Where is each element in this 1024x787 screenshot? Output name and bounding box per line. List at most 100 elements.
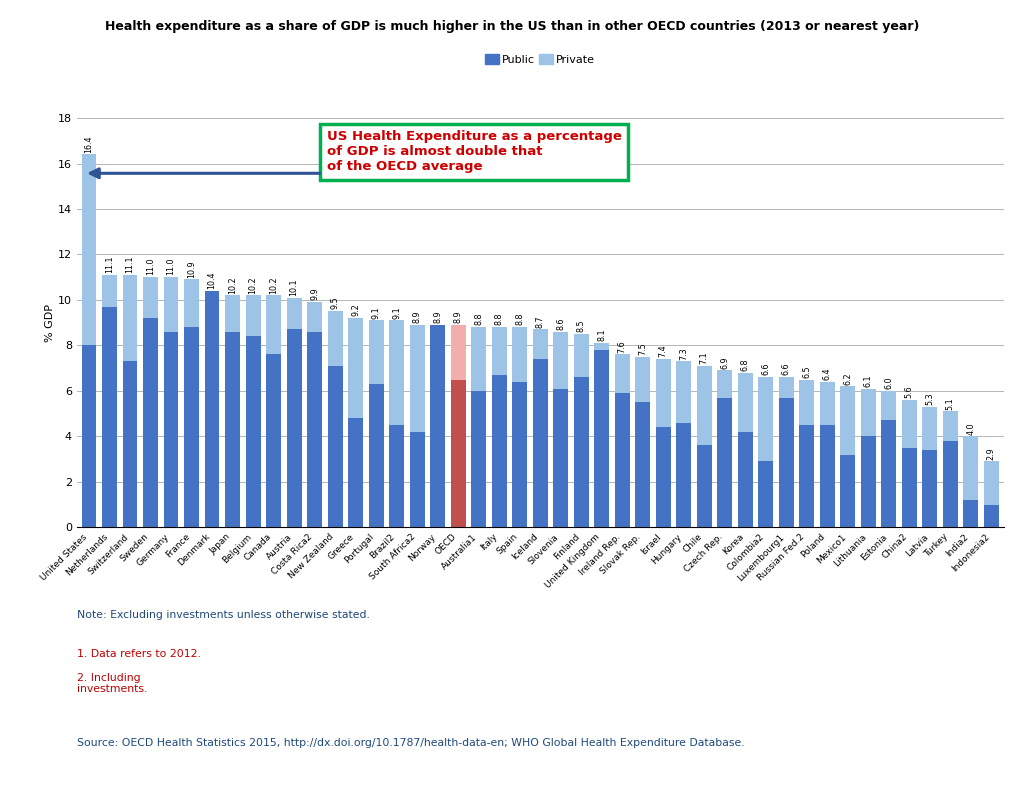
Text: 7.6: 7.6 xyxy=(617,340,627,353)
Bar xyxy=(287,297,301,330)
Bar xyxy=(553,332,568,389)
Bar xyxy=(164,332,178,527)
Text: Source: OECD Health Statistics 2015, http://dx.doi.org/10.1787/health-data-en; W: Source: OECD Health Statistics 2015, htt… xyxy=(77,738,744,748)
Bar xyxy=(614,394,630,527)
Bar xyxy=(676,423,691,527)
Bar xyxy=(430,325,445,527)
Bar xyxy=(861,436,876,527)
Bar xyxy=(512,382,527,527)
Bar xyxy=(841,455,855,527)
Text: 10.2: 10.2 xyxy=(228,276,238,294)
Text: 4.0: 4.0 xyxy=(967,422,975,434)
Bar xyxy=(943,441,957,527)
Bar xyxy=(512,327,527,382)
Bar xyxy=(820,425,835,527)
Text: 8.6: 8.6 xyxy=(556,317,565,330)
Bar xyxy=(348,418,364,527)
Bar xyxy=(923,450,937,527)
Bar xyxy=(451,379,466,527)
Bar xyxy=(410,325,425,432)
Text: 9.1: 9.1 xyxy=(392,306,401,319)
Text: 10.2: 10.2 xyxy=(249,276,258,294)
Bar xyxy=(573,377,589,527)
Text: 1. Data refers to 2012.: 1. Data refers to 2012. xyxy=(77,649,201,660)
Bar xyxy=(471,327,486,391)
Bar xyxy=(759,461,773,527)
Text: 6.4: 6.4 xyxy=(822,368,831,380)
Text: 10.2: 10.2 xyxy=(269,276,279,294)
Bar xyxy=(779,377,794,397)
Bar xyxy=(225,295,240,332)
Text: 9.2: 9.2 xyxy=(351,304,360,316)
Bar xyxy=(696,445,712,527)
Bar xyxy=(800,425,814,527)
Bar xyxy=(184,279,199,327)
Text: 5.3: 5.3 xyxy=(926,393,934,405)
Text: Health expenditure as a share of GDP is much higher in the US than in other OECD: Health expenditure as a share of GDP is … xyxy=(104,20,920,33)
Bar xyxy=(102,307,117,527)
Bar xyxy=(307,302,322,332)
Bar xyxy=(348,318,364,418)
Text: 6.8: 6.8 xyxy=(740,358,750,371)
Text: US Health Expenditure as a percentage
of GDP is almost double that
of the OECD a: US Health Expenditure as a percentage of… xyxy=(327,131,622,173)
Bar xyxy=(328,312,342,366)
Bar xyxy=(553,389,568,527)
Bar xyxy=(451,325,466,379)
Text: 8.8: 8.8 xyxy=(474,313,483,325)
Bar xyxy=(246,336,260,527)
Text: 6.5: 6.5 xyxy=(802,365,811,378)
Bar xyxy=(902,448,916,527)
Bar xyxy=(307,332,322,527)
Bar xyxy=(594,350,609,527)
Text: 8.9: 8.9 xyxy=(413,311,422,323)
Bar xyxy=(532,330,548,359)
Bar xyxy=(266,354,281,527)
Bar xyxy=(225,332,240,527)
Text: 11.1: 11.1 xyxy=(105,256,114,273)
Text: 7.3: 7.3 xyxy=(679,347,688,360)
Bar xyxy=(655,359,671,427)
Bar xyxy=(164,277,178,332)
Bar xyxy=(246,295,260,336)
Bar xyxy=(389,320,404,425)
Bar xyxy=(266,295,281,354)
Bar xyxy=(123,361,137,527)
Bar xyxy=(123,275,137,361)
Bar xyxy=(369,384,384,527)
Text: 11.1: 11.1 xyxy=(126,256,134,273)
Text: 7.4: 7.4 xyxy=(658,345,668,357)
Text: 8.1: 8.1 xyxy=(597,329,606,342)
Bar xyxy=(82,345,96,527)
Text: 8.9: 8.9 xyxy=(454,311,463,323)
Text: 6.1: 6.1 xyxy=(863,375,872,386)
Text: 5.1: 5.1 xyxy=(946,397,954,409)
Text: 8.9: 8.9 xyxy=(433,311,442,323)
Text: 6.6: 6.6 xyxy=(761,363,770,375)
Text: 2.9: 2.9 xyxy=(987,447,995,460)
Text: 9.9: 9.9 xyxy=(310,287,319,301)
Text: 8.5: 8.5 xyxy=(577,320,586,332)
Text: Note: Excluding investments unless otherwise stated.: Note: Excluding investments unless other… xyxy=(77,610,370,620)
Bar xyxy=(287,330,301,527)
Bar xyxy=(655,427,671,527)
Bar xyxy=(492,375,507,527)
Text: 10.4: 10.4 xyxy=(208,272,217,289)
Bar xyxy=(964,500,978,527)
Text: 10.9: 10.9 xyxy=(187,260,197,278)
Bar xyxy=(635,402,650,527)
Bar xyxy=(738,432,753,527)
Bar xyxy=(614,354,630,394)
Y-axis label: % GDP: % GDP xyxy=(45,304,55,342)
Bar xyxy=(369,320,384,384)
Bar xyxy=(205,291,219,527)
Text: 6.2: 6.2 xyxy=(843,372,852,385)
Bar xyxy=(676,361,691,423)
Bar xyxy=(82,154,96,345)
Bar xyxy=(635,357,650,402)
Bar xyxy=(471,391,486,527)
Bar xyxy=(738,373,753,432)
Bar xyxy=(389,425,404,527)
Bar xyxy=(964,436,978,500)
Bar xyxy=(532,359,548,527)
Bar xyxy=(943,412,957,441)
